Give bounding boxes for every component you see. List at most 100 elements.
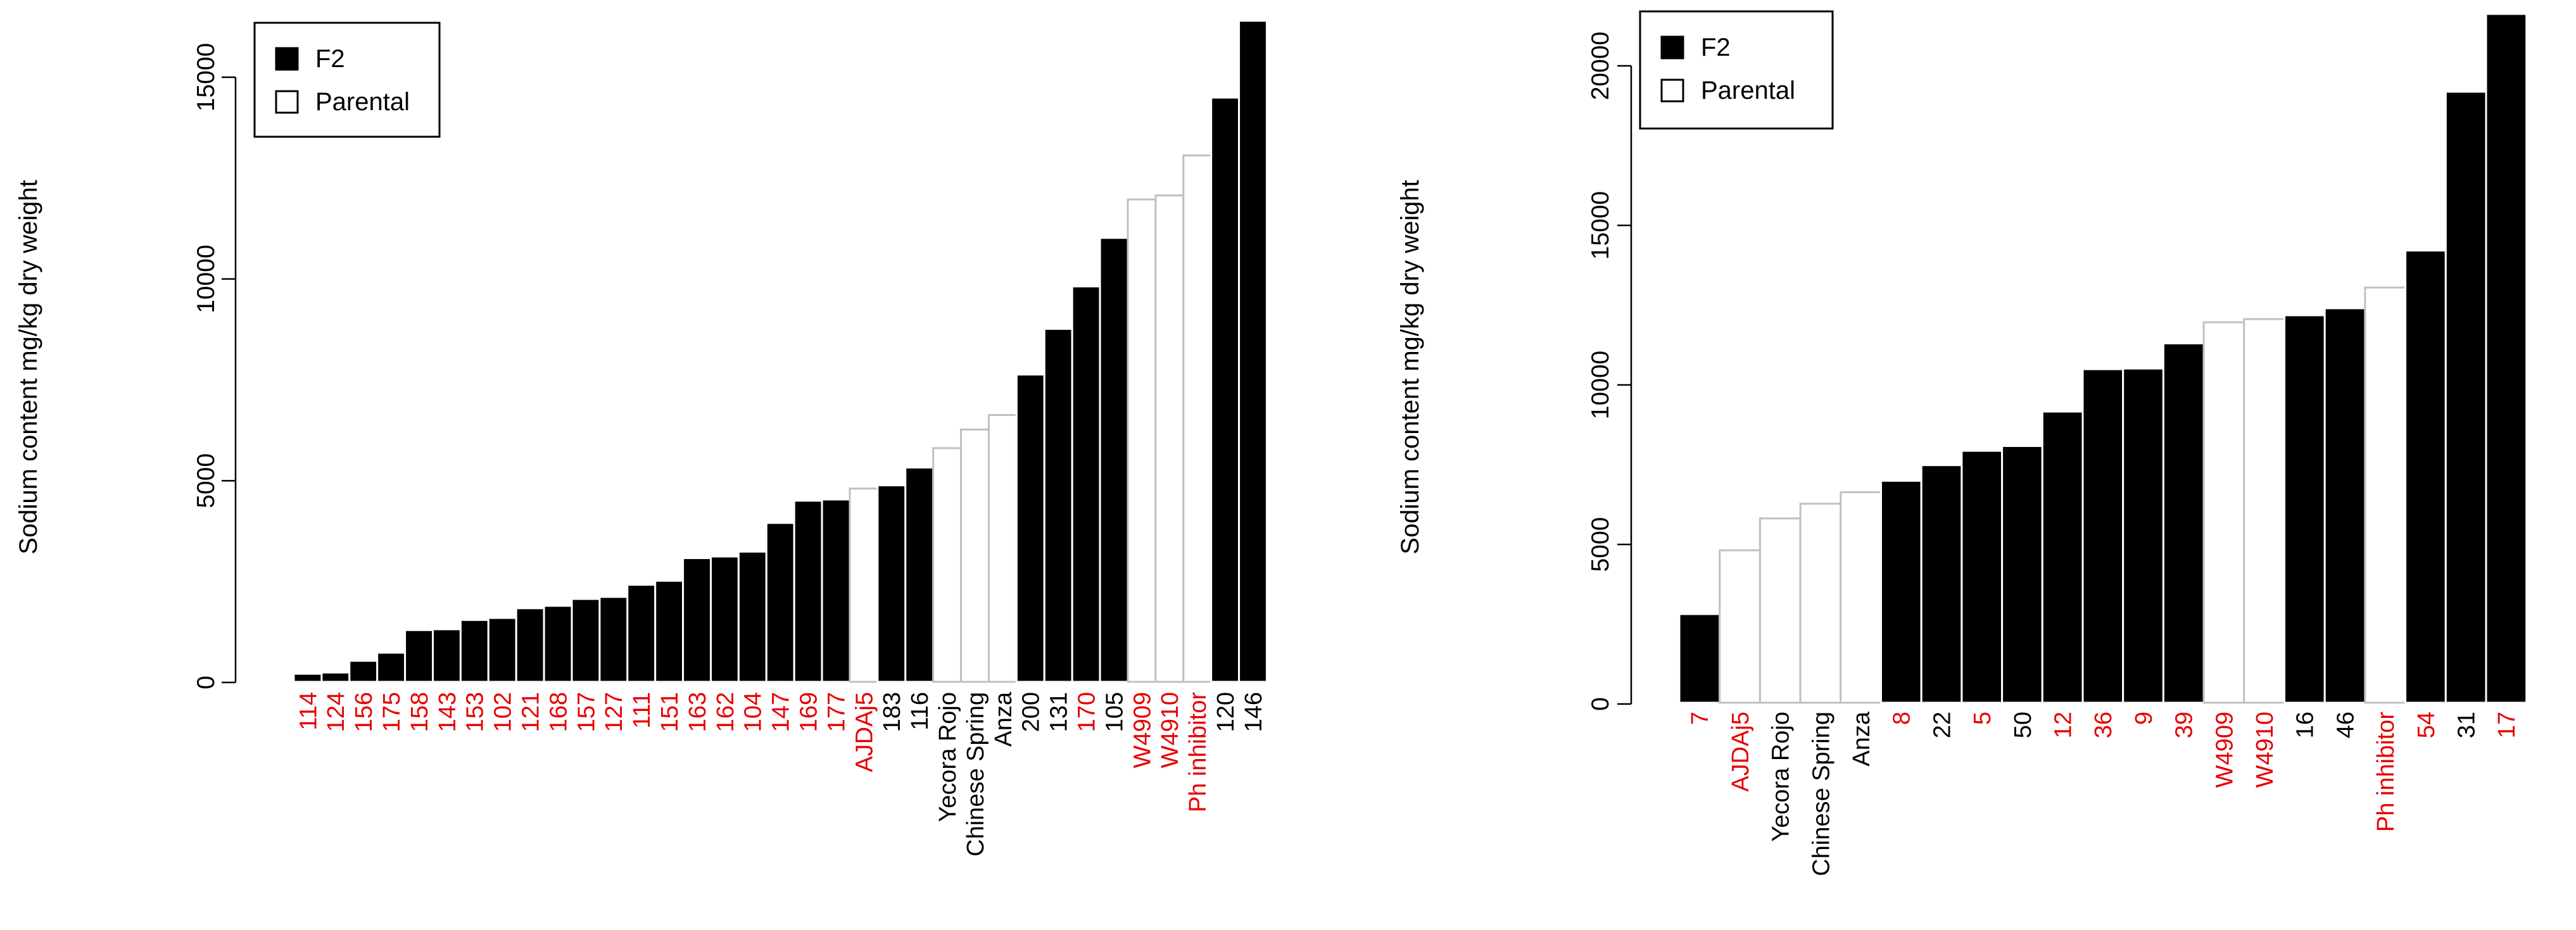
bar-111 [626,584,657,683]
bar-175 [376,651,407,683]
bar-17 [2485,13,2528,704]
bar-127 [598,596,629,683]
x-tick-label: 146 [1241,692,1267,732]
bar-ph-inhibitor [1182,154,1213,683]
bar-anza [1840,491,1883,704]
x-tick-label: 131 [1046,692,1073,732]
bar-36 [2081,368,2125,704]
legend-box [253,22,441,138]
bar-143 [432,628,462,683]
bar-153 [459,619,489,683]
x-tick-label: 54 [2413,712,2440,738]
x-tick-label: 9 [2131,712,2157,725]
x-tick-label: Anza [1848,711,1875,766]
bar-ajdaj5 [849,487,879,683]
x-tick-label: 151 [657,692,683,732]
legend-label-f2: F2 [1701,34,1731,61]
x-tick-label: 36 [2090,712,2117,738]
y-tick-label: 5000 [193,453,220,508]
legend-swatch-parental [1660,79,1684,103]
bar-116 [904,467,935,683]
x-tick-label: 114 [295,692,322,731]
chart-right: 7 AJDAj5 Yecora Rojo Chinese Spring Anza 8 22 5… [1396,10,2528,876]
bar-177 [821,498,851,683]
bar-yecora-rojo [1758,517,1802,704]
x-tick-label: 124 [323,692,350,732]
y-tick-label: 10000 [1587,351,1614,419]
bar-anza [988,413,1018,683]
bar-50 [2001,445,2043,704]
x-tick-label: 153 [462,692,489,732]
x-tick-label: W4910 [2252,712,2278,788]
bar-183 [876,484,907,683]
x-tick-label: Ph inhibitor [2373,712,2399,832]
x-tick-label: 157 [573,692,600,732]
bar-8 [1880,479,1923,704]
x-tick-label: W4909 [2211,712,2238,788]
x-tick-label: Anza [990,691,1017,746]
bar-46 [2323,307,2366,704]
y-tick-label: 0 [1587,697,1614,711]
x-tick-label: 39 [2171,712,2198,738]
x-tick-label: 168 [545,692,572,732]
bar-200 [1015,374,1045,683]
bar-22 [1920,464,1963,704]
bar-39 [2162,342,2205,704]
y-tick-label: 15000 [193,43,220,111]
x-tick-label: W4910 [1157,692,1184,768]
y-tick-label: 20000 [1587,32,1614,100]
bar-104 [737,550,767,683]
x-tick-label: Yecora Rojo [1768,712,1795,842]
x-tick-label: 102 [490,692,517,732]
y-tick-label: 10000 [193,244,220,313]
bar-w4910 [2243,318,2286,704]
y-tick-label: 5000 [1587,517,1614,572]
bar-163 [682,557,712,683]
chart-left: 114 124 156 175 158 143 153 102 121 168 157 127 111 1… [15,20,1268,857]
bar-ajdaj5 [1719,549,1761,704]
x-tick-label: Chinese Spring [963,692,989,857]
bar-yecora-rojo [932,447,963,683]
bar-105 [1099,237,1129,683]
x-tick-label: 7 [1687,712,1714,725]
bar-114 [293,672,323,683]
x-tick-label: 8 [1889,712,1916,725]
x-tick-label: 111 [629,692,655,729]
x-tick-label: 158 [407,692,433,732]
bar-12 [2041,410,2084,704]
bar-168 [543,605,573,683]
x-tick-label: 175 [379,692,405,732]
x-tick-label: W4909 [1129,692,1156,768]
bar-16 [2283,314,2326,704]
bar-ph-inhibitor [2364,286,2407,704]
x-tick-label: 170 [1073,692,1100,732]
bar-chinese-spring [960,428,990,683]
x-tick-label: 177 [823,692,850,732]
bar-146 [1238,20,1268,683]
bar-w4909 [2202,321,2245,704]
bar-169 [793,500,823,683]
bar-102 [487,617,517,683]
x-tick-label: 22 [1929,712,1955,738]
bar-147 [765,522,795,683]
x-tick-label: 104 [740,692,767,732]
x-tick-label: 200 [1018,692,1045,732]
bar-31 [2444,91,2487,704]
x-tick-label: 162 [712,692,739,732]
x-tick-label: 46 [2332,712,2359,738]
x-tick-label: 17 [2494,712,2520,738]
bar-w4909 [1127,198,1157,683]
x-tick-label: 120 [1213,692,1239,732]
legend-label-parental: Parental [1701,77,1795,104]
y-axis-title: Sodium content mg/kg dry weight [1396,180,1424,554]
x-tick-label: 116 [907,692,933,731]
x-tick-label: AJDAj5 [851,692,878,772]
x-tick-label: 121 [517,692,544,732]
bar-151 [654,579,685,683]
bar-131 [1043,327,1073,683]
x-tick-label: 105 [1101,692,1128,732]
y-tick-label: 0 [193,676,220,689]
x-tick-label: 143 [434,692,461,732]
legend-swatch-f2 [1660,35,1684,60]
